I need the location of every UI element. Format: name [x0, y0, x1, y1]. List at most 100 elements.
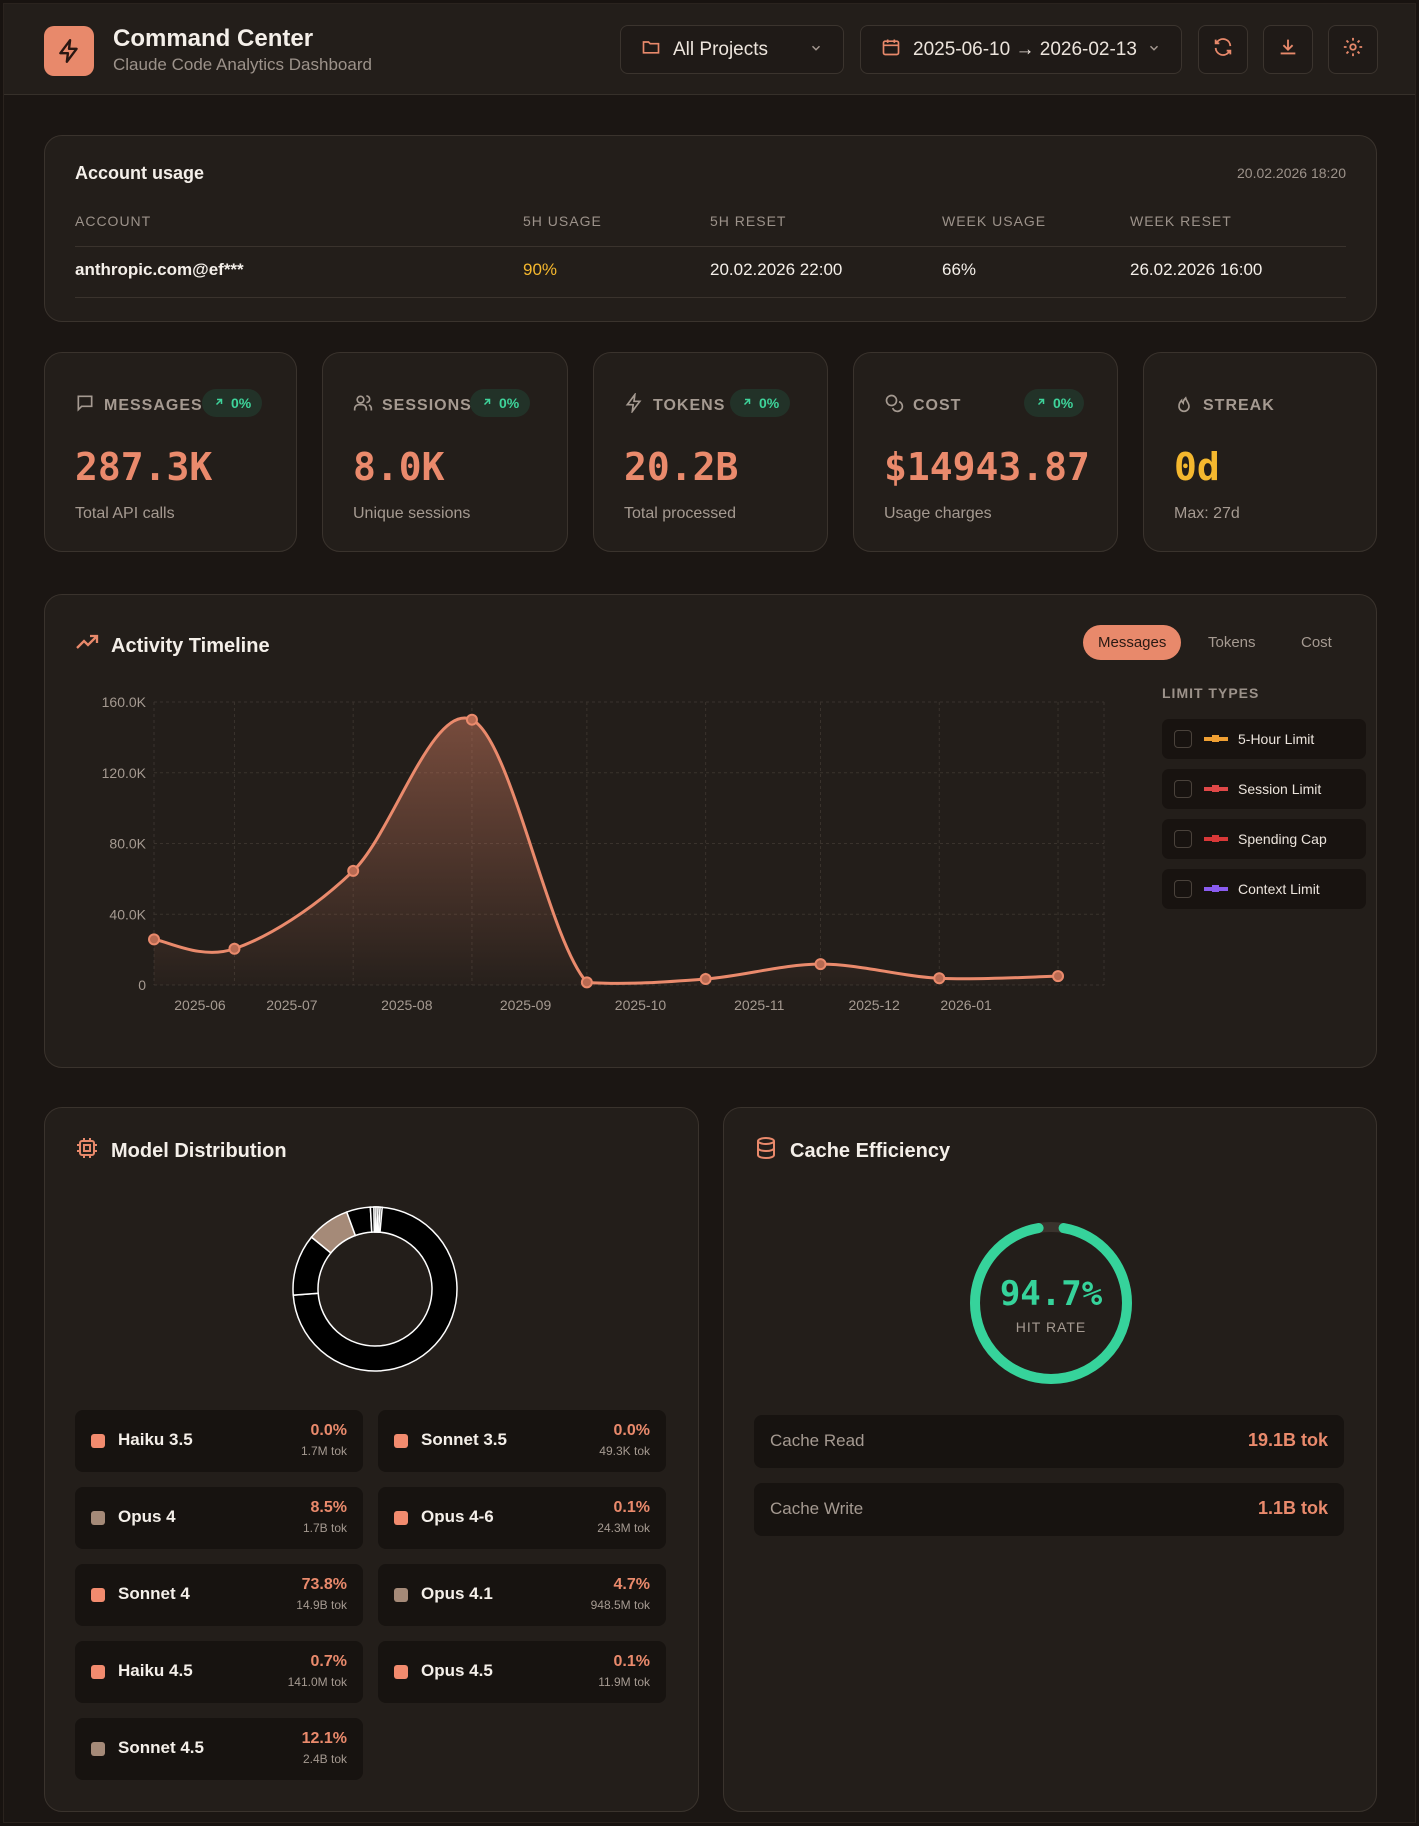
- tab-messages[interactable]: Messages: [1083, 625, 1182, 660]
- app-frame: Command Center Claude Code Analytics Das…: [3, 3, 1416, 1823]
- table-divider: [75, 297, 1346, 298]
- tab-cost[interactable]: Cost: [1301, 634, 1332, 651]
- limit-toggle-spending-cap[interactable]: Spending Cap: [1162, 819, 1366, 859]
- trend-badge: 0%: [1024, 389, 1085, 417]
- refresh-button[interactable]: [1198, 25, 1248, 74]
- hit-rate-value: 94.7%: [999, 1274, 1103, 1314]
- data-point: [1052, 970, 1065, 983]
- model-name: Opus 4.1: [421, 1584, 493, 1603]
- cache-read-value: 19.1B tok: [1247, 1430, 1328, 1450]
- account-name: anthropic.com@ef***: [75, 260, 244, 279]
- model-name: Haiku 4.5: [118, 1661, 193, 1680]
- model-name: Sonnet 4: [118, 1584, 190, 1603]
- model-item: Opus 4.1 4.7% 948.5M tok: [378, 1564, 666, 1626]
- stat-card-tokens: TOKENS 0% 20.2B Total processed: [593, 352, 828, 552]
- reset-5h-value: 20.02.2026 22:00: [710, 260, 843, 279]
- col-header-account: ACCOUNT: [75, 213, 152, 229]
- model-tokens: 948.5M tok: [590, 1598, 650, 1612]
- checkbox[interactable]: [1174, 830, 1192, 848]
- app-title: Command Center: [113, 25, 314, 52]
- trend-badge-value: 0%: [499, 395, 520, 411]
- project-select-value: All Projects: [673, 38, 769, 60]
- tab-tokens[interactable]: Tokens: [1208, 634, 1256, 651]
- line-swatch: [1204, 885, 1228, 892]
- model-item: Opus 4 8.5% 1.7B tok: [75, 1487, 363, 1549]
- trend-badge-value: 0%: [231, 395, 252, 411]
- stat-subtitle: Total processed: [624, 505, 737, 522]
- model-tokens: 14.9B tok: [296, 1598, 347, 1612]
- data-point: [699, 972, 712, 985]
- message-icon: [75, 393, 95, 418]
- calendar-icon: [881, 37, 901, 63]
- checkbox[interactable]: [1174, 780, 1192, 798]
- account-usage-title: Account usage: [75, 163, 205, 183]
- x-tick-label: 2025-08: [381, 997, 433, 1013]
- date-range-picker[interactable]: 2025-06-10 → 2026-02-13: [860, 25, 1182, 74]
- col-header-5h-reset: 5H RESET: [710, 213, 787, 229]
- model-tokens: 141.0M tok: [287, 1675, 347, 1689]
- model-item: Opus 4.5 0.1% 11.9M tok: [378, 1641, 666, 1703]
- settings-button[interactable]: [1328, 25, 1378, 74]
- table-divider: [75, 246, 1346, 247]
- limit-toggle-context[interactable]: Context Limit: [1162, 869, 1366, 909]
- limit-types-title: LIMIT TYPES: [1162, 685, 1260, 701]
- x-tick-label: 2025-09: [500, 997, 552, 1013]
- stat-label-text: COST: [913, 396, 962, 414]
- model-donut-chart: [292, 1206, 458, 1372]
- y-tick-label: 160.0K: [102, 694, 147, 710]
- checkbox[interactable]: [1174, 880, 1192, 898]
- model-item: Sonnet 3.5 0.0% 49.3K tok: [378, 1410, 666, 1472]
- flame-icon: [1174, 393, 1194, 418]
- data-point: [347, 864, 360, 877]
- checkbox[interactable]: [1174, 730, 1192, 748]
- coins-icon: [884, 393, 904, 418]
- series-line: [153, 716, 1059, 985]
- model-item: Opus 4-6 0.1% 24.3M tok: [378, 1487, 666, 1549]
- line-swatch: [1204, 785, 1228, 792]
- stat-card-messages: MESSAGES 0% 287.3K Total API calls: [44, 352, 297, 552]
- line-swatch: [1204, 835, 1228, 842]
- arrow-up-right-icon: [741, 395, 753, 411]
- limit-toggle-session[interactable]: Session Limit: [1162, 769, 1366, 809]
- limit-toggle-5-hour[interactable]: 5-Hour Limit: [1162, 719, 1366, 759]
- model-name: Sonnet 3.5: [421, 1430, 507, 1449]
- lightning-icon: [624, 391, 644, 418]
- stat-card-sessions: SESSIONS 0% 8.0K Unique sessions: [322, 352, 568, 552]
- account-usage-timestamp: 20.02.2026 18:20: [1237, 165, 1346, 181]
- limit-label: Spending Cap: [1238, 831, 1327, 847]
- data-point: [228, 942, 241, 955]
- area-fill: [154, 717, 1059, 985]
- model-name: Opus 4: [118, 1507, 176, 1526]
- week-reset-value: 26.02.2026 16:00: [1130, 260, 1263, 279]
- limit-label: Context Limit: [1238, 881, 1320, 897]
- col-header-5h-usage: 5H USAGE: [523, 213, 602, 229]
- stat-card-cost: COST 0% $14943.87 Usage charges: [853, 352, 1118, 552]
- x-tick-label: 2025-06: [174, 997, 226, 1013]
- stat-label-text: SESSIONS: [382, 396, 472, 414]
- folder-icon: [641, 37, 661, 63]
- project-select[interactable]: All Projects: [620, 25, 844, 74]
- stat-label: COST: [884, 393, 961, 418]
- model-percent: 0.0%: [310, 1422, 347, 1439]
- cache-read-row: Cache Read 19.1B tok: [754, 1415, 1344, 1468]
- account-usage-card: Account usage 20.02.2026 18:20 ACCOUNT 5…: [44, 135, 1377, 322]
- data-point: [580, 976, 593, 989]
- model-percent: 0.1%: [613, 1499, 650, 1516]
- trend-badge: 0%: [202, 389, 263, 417]
- stat-label-text: TOKENS: [653, 396, 726, 414]
- col-header-week-reset: WEEK RESET: [1130, 213, 1232, 229]
- refresh-icon: [1212, 36, 1234, 64]
- y-tick-label: 40.0K: [109, 906, 146, 922]
- model-name: Opus 4.5: [421, 1661, 493, 1680]
- arrow-up-right-icon: [213, 395, 225, 411]
- download-button[interactable]: [1263, 25, 1313, 74]
- model-percent: 12.1%: [301, 1730, 347, 1747]
- model-distribution-title: Model Distribution: [75, 1136, 287, 1166]
- model-item: Sonnet 4.5 12.1% 2.4B tok: [75, 1718, 363, 1780]
- stat-card-streak: STREAK 0d Max: 27d: [1143, 352, 1377, 552]
- stat-label-text: MESSAGES: [104, 396, 203, 414]
- activity-timeline-card: Activity Timeline Messages Tokens Cost 0…: [44, 594, 1377, 1068]
- cpu-icon: [75, 1136, 99, 1166]
- model-name: Opus 4-6: [421, 1507, 494, 1526]
- model-percent: 73.8%: [301, 1576, 347, 1593]
